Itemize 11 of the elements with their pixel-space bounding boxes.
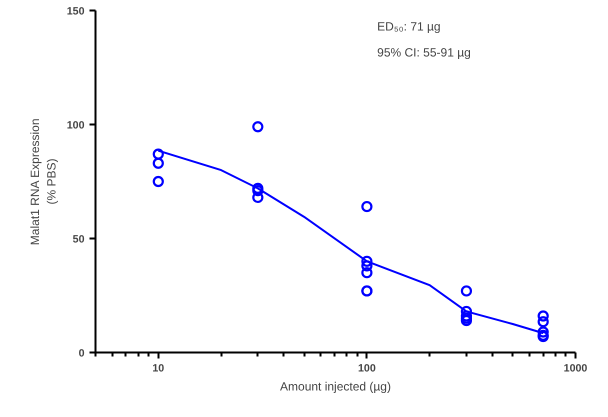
x-axis-title: Amount injected (µg) <box>280 380 391 394</box>
y-tick-label: 150 <box>66 6 85 18</box>
y-tick-label: 50 <box>72 234 85 246</box>
y-axis-title: Malat1 RNA Expression (% PBS) <box>28 118 59 246</box>
y-tick-label: 0 <box>78 348 85 360</box>
annotation: 95% CI: 55-91 µg <box>377 46 471 60</box>
x-tick-label: 1000 <box>564 362 588 374</box>
x-tick-label: 10 <box>152 362 164 374</box>
annotation: ED₅₀: 71 µg <box>377 19 441 34</box>
x-tick-label: 100 <box>358 362 376 374</box>
y-tick-label: 100 <box>66 120 85 132</box>
